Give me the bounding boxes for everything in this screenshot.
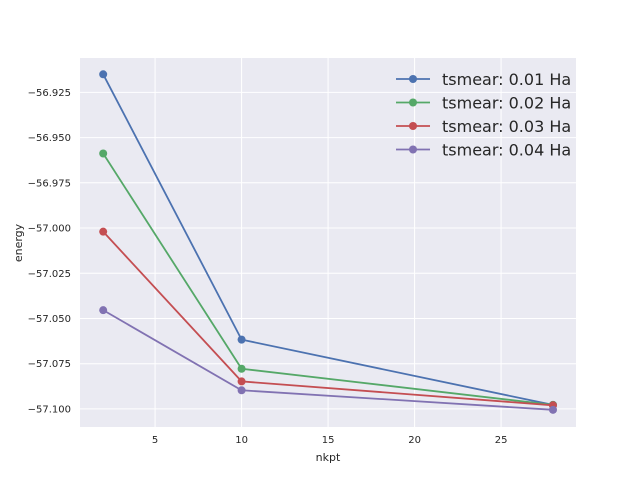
data-point [237, 386, 246, 395]
data-point [99, 227, 108, 236]
y-tick-label: −56.925 [28, 88, 71, 99]
x-tick-label: 20 [408, 435, 421, 446]
legend-label: tsmear: 0.03 Ha [442, 117, 571, 136]
legend-marker [409, 98, 417, 107]
data-point [237, 335, 246, 344]
series-4 [99, 306, 557, 414]
series-group [99, 70, 557, 414]
data-point [548, 405, 557, 414]
y-tick-label: −57.025 [28, 269, 71, 280]
tick-labels: 5 10 15 20 25 −56.925 −56.950 −56.975 −57.000 −57… [28, 88, 508, 446]
y-tick-label: −57.100 [28, 404, 71, 415]
legend-marker [409, 145, 417, 154]
y-axis-label: energy [12, 223, 25, 262]
y-tick-label: −56.975 [28, 178, 71, 189]
data-point [237, 377, 246, 386]
legend-item: tsmear: 0.04 Ha [396, 141, 571, 160]
x-tick-label: 5 [152, 435, 158, 446]
legend-marker [409, 122, 417, 130]
legend: tsmear: 0.01 Ha tsmear: 0.02 Ha tsmear: 0.… [396, 70, 571, 160]
y-tick-label: −56.950 [28, 133, 71, 144]
y-tick-label: −57.050 [28, 314, 71, 325]
legend-label: tsmear: 0.04 Ha [442, 141, 571, 160]
y-tick-label: −57.000 [28, 224, 71, 235]
data-point [99, 149, 108, 158]
x-tick-label: 10 [235, 435, 248, 446]
x-axis-label: nkpt [316, 451, 341, 464]
x-tick-label: 15 [322, 435, 335, 446]
y-tick-label: −57.075 [28, 359, 71, 370]
grid [80, 58, 576, 427]
legend-label: tsmear: 0.01 Ha [442, 70, 571, 89]
legend-item: tsmear: 0.03 Ha [396, 117, 571, 136]
data-point [99, 306, 108, 315]
data-point [99, 70, 108, 79]
legend-marker [409, 75, 417, 83]
legend-item: tsmear: 0.01 Ha [396, 70, 571, 89]
data-point [237, 364, 246, 373]
x-tick-label: 25 [495, 435, 508, 446]
legend-item: tsmear: 0.02 Ha [396, 94, 571, 113]
legend-label: tsmear: 0.02 Ha [442, 94, 571, 113]
